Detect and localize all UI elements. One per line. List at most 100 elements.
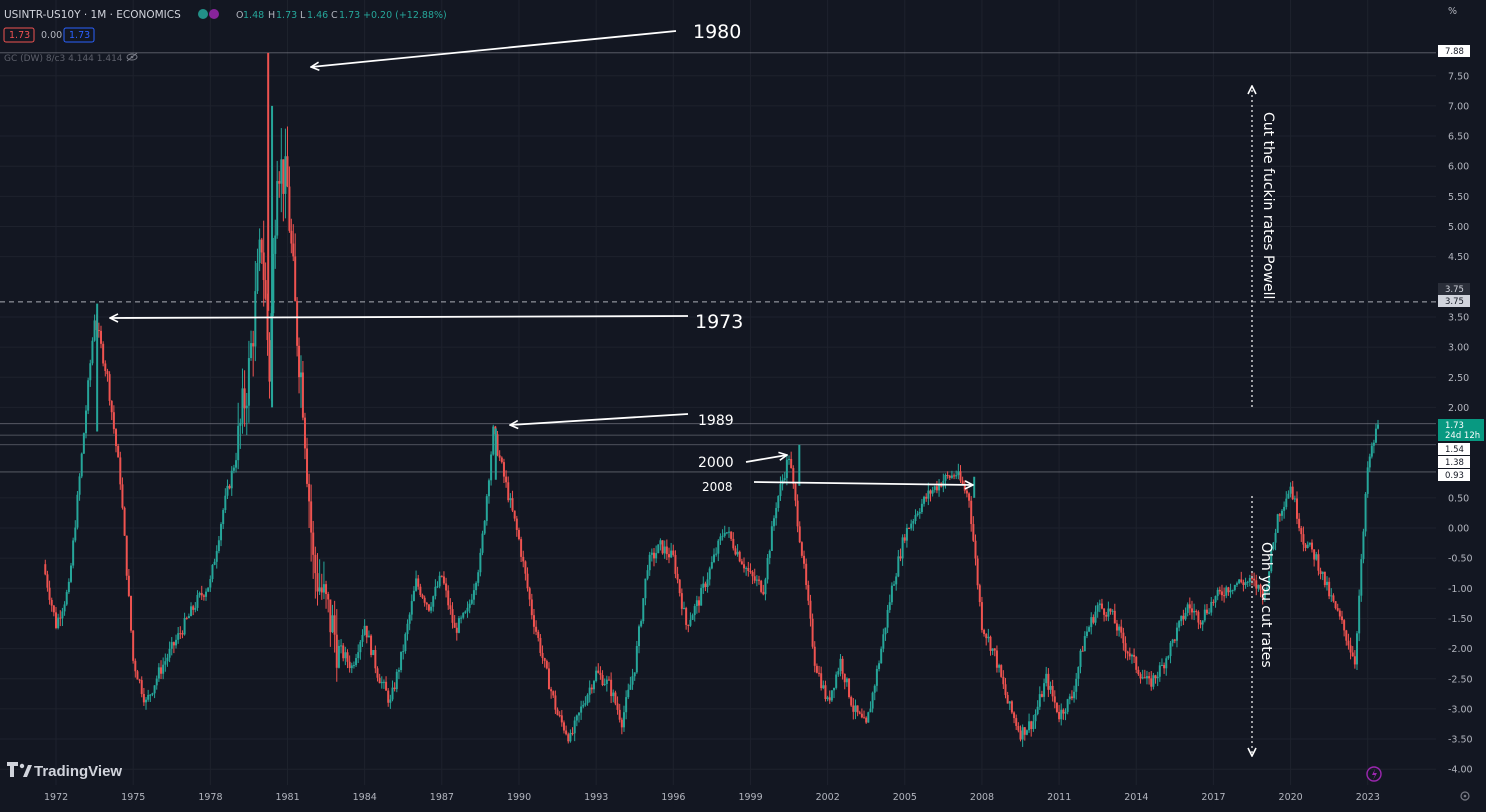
candle-body: [329, 599, 332, 633]
candle-body: [783, 478, 786, 481]
candle-body: [1353, 656, 1356, 665]
candle-body: [222, 510, 225, 525]
candle-body: [743, 564, 746, 569]
candle-body: [762, 591, 765, 595]
candle-body: [65, 592, 68, 605]
candle-body: [1148, 676, 1151, 679]
candle-body: [1199, 622, 1202, 625]
candle-body: [250, 343, 253, 359]
candle-body: [312, 532, 315, 555]
candle-body: [1302, 534, 1305, 545]
candle-body: [1133, 654, 1136, 657]
candle-body: [985, 634, 988, 639]
candle-body: [562, 722, 565, 731]
candle-body: [134, 660, 137, 672]
candle-body: [635, 646, 638, 673]
tag-dashed-b: 3.75: [1445, 297, 1464, 307]
candle-body: [282, 159, 285, 194]
candle-body: [164, 661, 167, 665]
candle-body: [48, 587, 51, 600]
candle-body: [987, 636, 990, 639]
candle-body: [136, 671, 139, 680]
candle-body: [340, 645, 343, 647]
candle-body: [807, 585, 810, 601]
candle-body: [818, 672, 821, 674]
candle-body: [106, 370, 109, 375]
candle-body: [878, 663, 881, 669]
indicator-legend[interactable]: GC (DW) 8/c3 4.144 1.414: [4, 54, 123, 64]
eye-hidden-icon[interactable]: [126, 52, 138, 62]
candle-body: [603, 683, 606, 686]
candle-body: [1171, 639, 1174, 643]
buy-badge[interactable]: [63, 27, 95, 43]
candle-body: [1300, 528, 1303, 535]
candle-body: [367, 635, 370, 638]
time-axis[interactable]: 1972 1975 1978 1981 1984 1987 1990 1993 1996 1999…: [44, 792, 1380, 803]
price-axis[interactable]: % 7.50 7.00 6.50 6.00 5.50 5.00 4.50 3.50 3.00 2.…: [1448, 6, 1473, 776]
candle-body: [1015, 718, 1018, 726]
candle-body: [938, 483, 941, 491]
candle-body: [758, 579, 761, 581]
candle-body: [790, 458, 793, 469]
time-axis-tick: 2014: [1124, 792, 1148, 803]
candle-body: [175, 639, 178, 646]
tag-top: 7.88: [1445, 47, 1464, 57]
candle-body: [852, 705, 855, 712]
candle-body: [1010, 701, 1013, 713]
candle-body: [1293, 498, 1296, 500]
candle-body: [264, 280, 267, 299]
candle-body: [298, 345, 301, 378]
candle-body: [1351, 652, 1354, 657]
candle-body: [545, 660, 548, 669]
candle-body: [346, 652, 349, 662]
candle-body: [374, 650, 377, 669]
time-axis-tick: 1981: [275, 792, 299, 803]
candle-body: [607, 679, 610, 681]
candle-body: [873, 685, 876, 693]
candle-body: [363, 625, 366, 635]
candle-body: [1259, 584, 1262, 590]
candle-body: [706, 579, 709, 588]
time-axis-tick: 2023: [1356, 792, 1380, 803]
price-axis-tick: 0.00: [1448, 524, 1469, 535]
candle-body: [520, 539, 523, 557]
candle-body: [1229, 590, 1232, 593]
candle-body: [732, 538, 735, 549]
candle-body: [389, 699, 392, 703]
candle-body: [760, 580, 763, 592]
candle-body: [1360, 559, 1363, 596]
candle-body: [344, 652, 347, 659]
sell-badge[interactable]: [3, 27, 35, 43]
candle-body: [558, 715, 561, 717]
candle-body: [1343, 620, 1346, 631]
candle-body: [479, 552, 482, 573]
tag-dashed-b-bg: [1438, 295, 1470, 307]
candle-body: [903, 537, 906, 541]
candle-body: [498, 455, 501, 458]
candle-body: [1246, 581, 1249, 583]
candle-body: [1250, 578, 1253, 580]
candle-body: [235, 460, 238, 468]
tradingview-logo[interactable]: TradingView: [7, 762, 122, 780]
settings-gear-icon[interactable]: [1460, 791, 1470, 801]
candle-body: [1212, 601, 1215, 603]
lightning-icon[interactable]: [1366, 766, 1382, 782]
candle-body: [1334, 601, 1337, 609]
candle-body: [1030, 721, 1033, 729]
candle-body: [1032, 721, 1035, 729]
candle-body: [337, 645, 340, 668]
arrow-1973: [110, 316, 689, 318]
candle-body: [1002, 676, 1005, 685]
candle-body: [983, 629, 986, 635]
price-axis-tick: -0.50: [1448, 554, 1473, 565]
candle-body: [513, 510, 516, 519]
candle-body: [266, 298, 269, 341]
candle-body: [447, 590, 450, 606]
candle-body: [57, 617, 60, 628]
candle-body: [625, 697, 628, 713]
candle-body: [110, 400, 113, 413]
symbol-title[interactable]: USINTR-US10Y · 1M · ECONOMICS: [4, 9, 181, 21]
candle-body: [1180, 615, 1183, 622]
